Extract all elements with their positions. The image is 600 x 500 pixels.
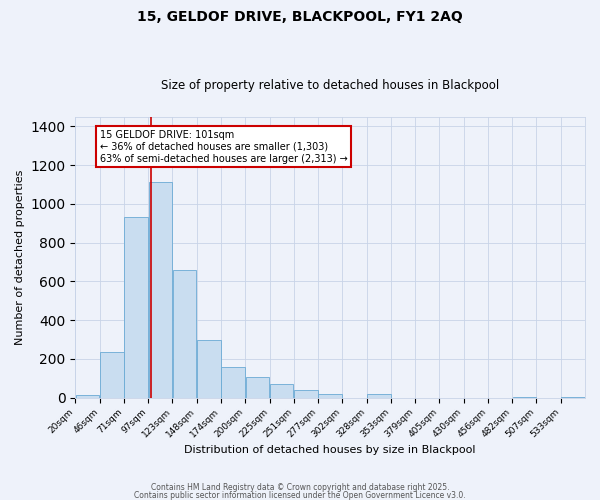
Bar xyxy=(173,270,196,398)
Bar xyxy=(221,366,245,398)
Bar xyxy=(100,352,124,398)
Text: Contains HM Land Registry data © Crown copyright and database right 2025.: Contains HM Land Registry data © Crown c… xyxy=(151,484,449,492)
Bar xyxy=(197,340,221,398)
Text: Contains public sector information licensed under the Open Government Licence v3: Contains public sector information licen… xyxy=(134,490,466,500)
Bar xyxy=(124,218,148,398)
Bar xyxy=(512,396,536,398)
Bar xyxy=(245,376,269,398)
Bar xyxy=(367,394,391,398)
Bar xyxy=(270,384,293,398)
Bar xyxy=(319,394,342,398)
Title: Size of property relative to detached houses in Blackpool: Size of property relative to detached ho… xyxy=(161,79,499,92)
Bar xyxy=(149,182,172,398)
Bar xyxy=(76,394,100,398)
Bar xyxy=(561,396,584,398)
Bar xyxy=(294,390,318,398)
Text: 15, GELDOF DRIVE, BLACKPOOL, FY1 2AQ: 15, GELDOF DRIVE, BLACKPOOL, FY1 2AQ xyxy=(137,10,463,24)
Y-axis label: Number of detached properties: Number of detached properties xyxy=(15,170,25,345)
X-axis label: Distribution of detached houses by size in Blackpool: Distribution of detached houses by size … xyxy=(184,445,476,455)
Text: 15 GELDOF DRIVE: 101sqm
← 36% of detached houses are smaller (1,303)
63% of semi: 15 GELDOF DRIVE: 101sqm ← 36% of detache… xyxy=(100,130,347,164)
